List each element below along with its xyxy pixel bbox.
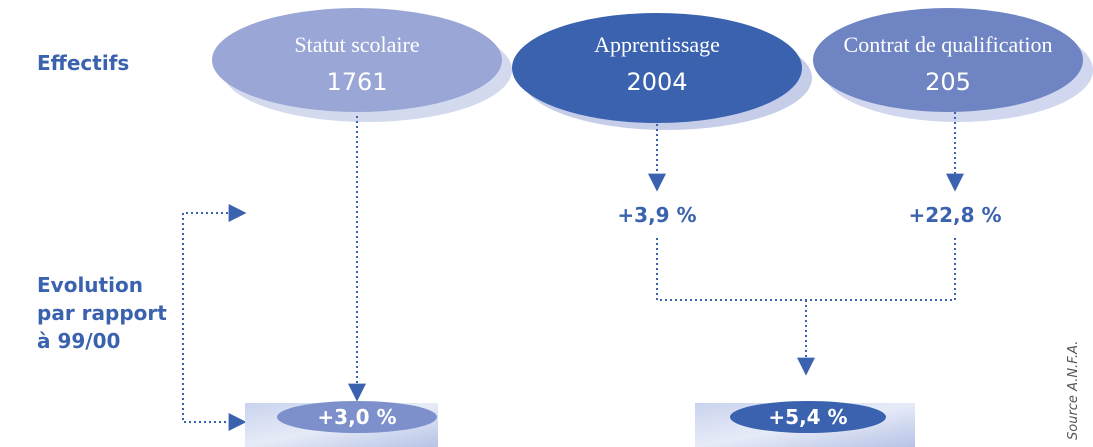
node-ellipse (813, 8, 1083, 112)
total-value: +3,0 % (317, 405, 396, 429)
node-value: 2004 (626, 68, 687, 96)
total-ellipse (730, 401, 886, 433)
source: Source A.N.F.A. (1066, 341, 1081, 440)
connector (656, 238, 956, 301)
node-value: 205 (925, 68, 971, 96)
evolution-label: à 99/00 (37, 329, 120, 353)
node-value: 1761 (326, 68, 387, 96)
node-ellipse (512, 13, 802, 123)
total-ellipse (277, 401, 437, 433)
node-title: Statut scolaire (294, 32, 419, 57)
evolution-label: par rapport (37, 301, 167, 325)
evolution-label: Evolution (37, 273, 143, 297)
total-value: +5,4 % (768, 405, 847, 429)
evolution-value: +3,9 % (617, 203, 696, 227)
evolution-value: +22,8 % (908, 203, 1001, 227)
node-ellipse (212, 8, 502, 112)
bracket (182, 204, 247, 431)
effectifs-label: Effectifs (37, 51, 129, 75)
node-title: Apprentissage (594, 32, 720, 57)
node-title: Contrat de qualification (844, 32, 1053, 57)
